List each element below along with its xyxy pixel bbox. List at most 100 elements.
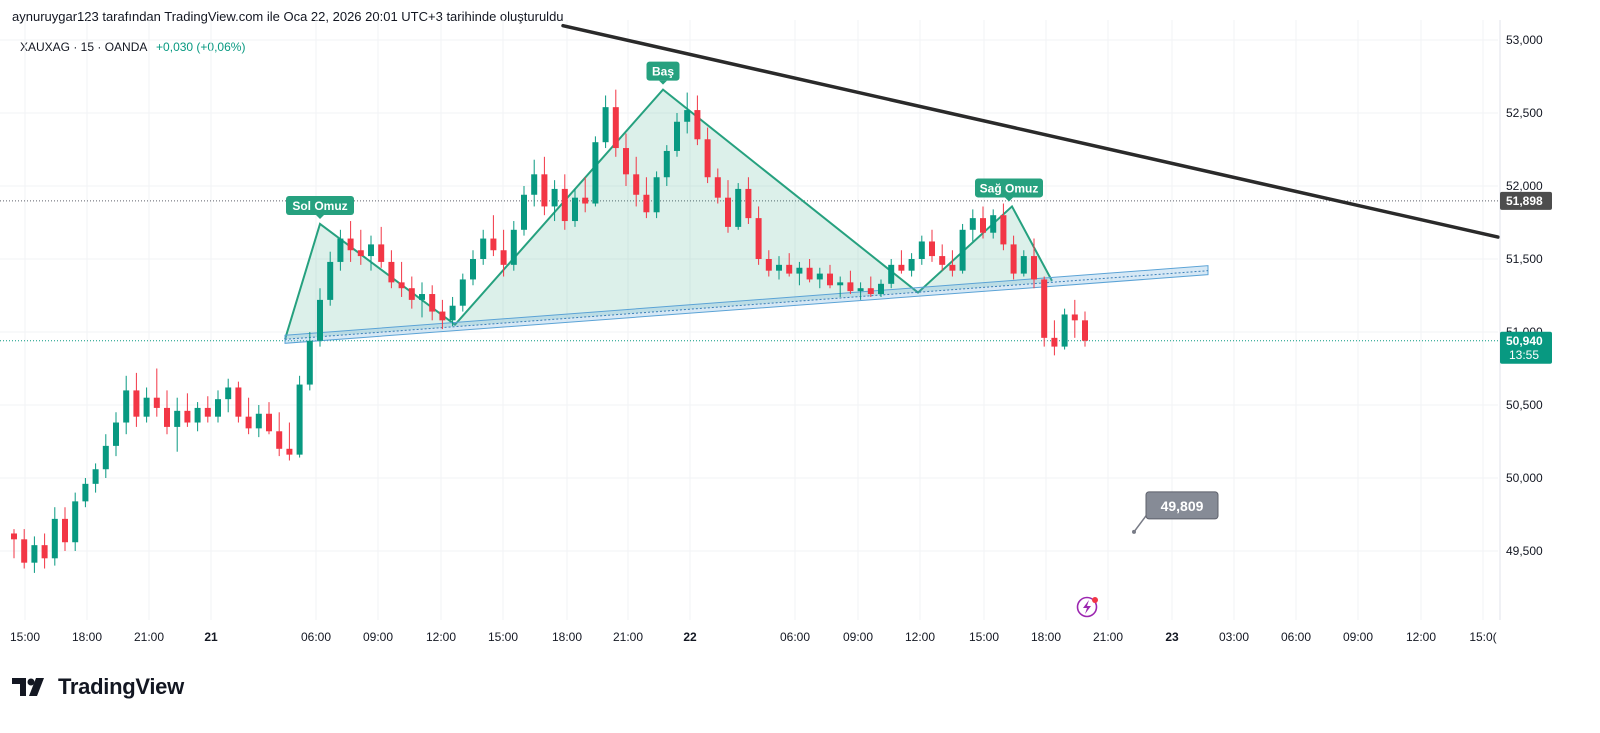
candle-body: [806, 267, 813, 280]
candle-body: [500, 250, 507, 265]
pattern-label-box: [975, 178, 1043, 198]
candle-body: [72, 501, 79, 543]
flash-dot: [1092, 597, 1098, 603]
tradingview-brand[interactable]: TradingView: [12, 674, 184, 700]
flash-bolt: [1083, 600, 1091, 614]
time-tick-label: 21:00: [613, 630, 643, 644]
candle-body: [663, 150, 670, 178]
time-tick-label: 21: [204, 630, 218, 644]
candle-body: [857, 288, 864, 292]
candle-body: [449, 305, 456, 321]
price-marker-tag: [1500, 191, 1552, 210]
candle-body: [796, 267, 803, 274]
candle-body: [1010, 244, 1017, 274]
candle-body: [317, 299, 323, 341]
candle-body: [327, 261, 334, 300]
time-tick-label: 09:00: [1343, 630, 1373, 644]
candle-body: [612, 107, 619, 149]
downward-trendline[interactable]: [561, 23, 1500, 239]
candle-body: [939, 256, 946, 265]
pattern-label-text: Baş: [652, 65, 674, 79]
candle-body: [215, 399, 221, 417]
candle-body: [725, 197, 731, 227]
price-axis[interactable]: 53,00052,50052,00051,50051,00050,50050,0…: [1499, 20, 1552, 620]
candle-body: [888, 264, 895, 284]
price-chart[interactable]: Sol Omuz Baş Sağ Omuz 53,00052,50052,00051…: [0, 0, 1600, 670]
candle-body: [408, 288, 415, 300]
time-axis[interactable]: 15:00 18:00 21:00 21 06:00 09:00 12:00 15:00 18:…: [10, 630, 1497, 644]
target-badge: [1145, 491, 1219, 520]
candle-body: [816, 273, 823, 280]
trendline-segment: [561, 23, 1500, 239]
candle-body: [102, 445, 109, 470]
candle-body: [470, 259, 476, 280]
candle-body: [674, 121, 680, 151]
price-marker-value: 50,940: [1506, 334, 1543, 348]
candle-body: [694, 110, 701, 140]
pattern-label-pointer: [659, 80, 667, 85]
candle-body: [296, 384, 303, 455]
candle-body: [684, 110, 691, 122]
pattern-label-text: Sağ Omuz: [980, 181, 1039, 195]
time-tick-label: 06:00: [1281, 630, 1311, 644]
candle-body: [572, 197, 578, 222]
price-marker-tag: [1500, 331, 1552, 364]
candle-body: [990, 215, 997, 233]
time-tick-label: 15:00: [969, 630, 999, 644]
neckline-channel: [284, 265, 1209, 344]
price-tick-label: 50,500: [1506, 398, 1543, 412]
pattern-labels[interactable]: Sol Omuz Baş Sağ Omuz: [286, 61, 1043, 219]
candle-body: [704, 139, 711, 178]
candle-body: [745, 188, 752, 219]
price-tick-label: 53,000: [1506, 33, 1543, 47]
candle-body: [582, 197, 589, 204]
candle-body: [41, 545, 48, 559]
time-tick-label: 18:00: [72, 630, 102, 644]
pattern-fill: [285, 89, 1052, 340]
time-tick-label: 15:00: [488, 630, 518, 644]
time-tick-label: 18:00: [1031, 630, 1061, 644]
candle-body: [1020, 256, 1027, 274]
price-marker-value: 51,898: [1506, 194, 1543, 208]
lightning-bolt-icon[interactable]: [1076, 596, 1099, 618]
target-price-callout[interactable]: 49,809: [1132, 491, 1219, 534]
candle-body: [735, 188, 742, 227]
pattern-outline: [284, 88, 1053, 340]
candle-body: [1041, 279, 1048, 338]
candle-body: [480, 238, 487, 259]
candle-body: [204, 407, 211, 417]
candle-body: [633, 174, 640, 195]
candle-body: [368, 244, 374, 257]
candle-body: [949, 264, 956, 271]
time-tick-label: 22: [683, 630, 697, 644]
candle-body: [276, 431, 283, 449]
candle-body: [1051, 337, 1058, 347]
symbol-info[interactable]: XAUXAG · 15 · OANDA +0,030 (+0,06%): [20, 40, 245, 54]
time-tick-label: 12:00: [1406, 630, 1436, 644]
candle-body: [347, 238, 354, 251]
tradingview-logo-icon: [12, 678, 44, 696]
candle-body: [51, 518, 58, 559]
candle-body: [31, 545, 38, 563]
candle-body: [531, 174, 538, 195]
symbol-label: XAUXAG · 15 · OANDA: [20, 40, 147, 54]
candle-body: [225, 387, 232, 400]
candle-body: [357, 250, 364, 257]
candle-body: [918, 241, 925, 259]
head-and-shoulders-pattern[interactable]: [284, 88, 1209, 344]
candle-body: [551, 188, 558, 207]
candle-body: [429, 294, 436, 312]
candle-body: [123, 390, 130, 423]
pattern-label-pointer: [316, 214, 324, 219]
target-anchor-dot: [1132, 529, 1136, 534]
candle-body: [337, 238, 344, 262]
candle-body: [266, 413, 272, 432]
chart-grid: [0, 20, 1498, 620]
candle-body: [11, 533, 17, 540]
candlestick-series[interactable]: [11, 89, 1088, 573]
candle-body: [1000, 215, 1007, 245]
time-tick-label: 21:00: [1093, 630, 1123, 644]
candle-body: [245, 416, 252, 429]
candle-body: [388, 261, 395, 283]
pattern-label-text: Sol Omuz: [292, 199, 347, 213]
